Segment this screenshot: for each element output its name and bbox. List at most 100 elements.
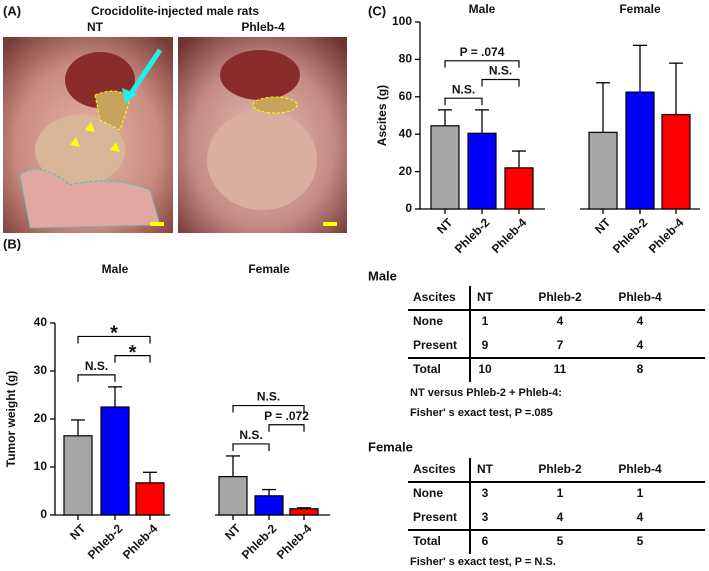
table-cell: None bbox=[413, 486, 443, 500]
panel-title: Crocidolite-injected male rats bbox=[91, 4, 259, 18]
table-note: NT versus Phleb-2 + Phleb-4: bbox=[410, 387, 562, 399]
x-tick-label: Phleb-2 bbox=[452, 215, 493, 256]
significance-label: N.S. bbox=[257, 390, 280, 404]
significance-bracket bbox=[114, 355, 151, 363]
significance-bracket bbox=[481, 78, 520, 87]
table-cell: 5 bbox=[637, 534, 644, 548]
table-cell: 1 bbox=[637, 486, 644, 500]
table-cell: 9 bbox=[482, 338, 489, 352]
y-tick-label: 100 bbox=[392, 14, 412, 28]
bar bbox=[289, 508, 319, 516]
panel-label: (A) bbox=[3, 3, 21, 18]
panel-label: (C) bbox=[368, 3, 386, 18]
table-cell: 4 bbox=[557, 510, 564, 524]
x-tick-label: Phleb-2 bbox=[85, 521, 126, 562]
y-axis-title: Ascites (g) bbox=[375, 85, 389, 146]
significance-bracket bbox=[444, 60, 520, 68]
bar bbox=[63, 435, 93, 516]
significance-label: * bbox=[129, 342, 137, 364]
bar bbox=[135, 482, 165, 516]
x-tick-label: Phleb-2 bbox=[239, 521, 280, 562]
table-header: Phleb-2 bbox=[538, 290, 582, 304]
table-cell: 5 bbox=[557, 534, 564, 548]
y-axis-title: Tumor weight (g) bbox=[4, 371, 18, 467]
bar bbox=[661, 113, 691, 210]
y-tick-label: 80 bbox=[399, 52, 413, 66]
x-tick-label: Phleb-2 bbox=[610, 215, 651, 256]
image-label: Phleb-4 bbox=[241, 20, 285, 34]
tables: Male Ascites NT Phleb-2 Phleb-4 None 1 4 4 Presen… bbox=[368, 268, 705, 568]
photo-phleb4 bbox=[178, 37, 347, 233]
table-cell: Total bbox=[413, 362, 441, 376]
y-tick-label: 30 bbox=[34, 363, 48, 377]
image-label: NT bbox=[87, 20, 104, 34]
x-tick-label: NT bbox=[434, 215, 456, 237]
bar bbox=[218, 476, 248, 516]
group-label: Female bbox=[619, 2, 661, 16]
group-label: Male bbox=[102, 262, 129, 276]
x-tick-label: Phleb-4 bbox=[646, 215, 687, 256]
bar bbox=[588, 131, 618, 210]
significance-bracket bbox=[232, 443, 270, 451]
x-tick-label: Phleb-4 bbox=[274, 521, 315, 562]
table-cell: 4 bbox=[557, 314, 564, 328]
bar bbox=[430, 125, 460, 210]
table-title: Female bbox=[368, 439, 413, 454]
table-title: Male bbox=[368, 268, 397, 283]
table-cell: 3 bbox=[482, 486, 489, 500]
table-cell: 7 bbox=[557, 338, 564, 352]
table-cell: 4 bbox=[637, 510, 644, 524]
panel-label: (B) bbox=[3, 236, 21, 251]
y-tick-label: 0 bbox=[40, 507, 47, 521]
x-tick-label: NT bbox=[67, 521, 89, 543]
table-cell: 1 bbox=[482, 314, 489, 328]
y-tick-label: 60 bbox=[399, 89, 413, 103]
table-cell: Total bbox=[413, 534, 441, 548]
bar bbox=[100, 406, 130, 516]
table-cell: 4 bbox=[637, 314, 644, 328]
table-header: Phleb-4 bbox=[618, 290, 662, 304]
significance-label: N.S. bbox=[489, 64, 512, 78]
y-tick-label: 40 bbox=[399, 126, 413, 140]
significance-bracket bbox=[77, 374, 116, 382]
table-note: Fisher' s exact test, P = N.S. bbox=[410, 556, 556, 568]
y-tick-label: 20 bbox=[34, 411, 48, 425]
significance-label: * bbox=[110, 323, 118, 345]
table-cell: 8 bbox=[637, 362, 644, 376]
y-tick-label: 20 bbox=[399, 164, 413, 178]
significance-label: P = .074 bbox=[460, 45, 505, 59]
photo-nt bbox=[3, 37, 173, 233]
table-header: Ascites bbox=[413, 290, 456, 304]
group-label: Female bbox=[248, 262, 290, 276]
table-note: Fisher' s exact test, P =.085 bbox=[410, 407, 553, 419]
x-tick-label: NT bbox=[222, 521, 244, 543]
group-label: Male bbox=[469, 2, 496, 16]
x-tick-label: Phleb-4 bbox=[489, 215, 530, 256]
table-cell: 10 bbox=[478, 362, 492, 376]
bar bbox=[504, 167, 534, 210]
bar bbox=[254, 495, 284, 516]
significance-label: N.S. bbox=[239, 428, 262, 442]
significance-label: N.S. bbox=[452, 82, 475, 96]
table-header: Ascites bbox=[413, 462, 456, 476]
y-tick-label: 0 bbox=[405, 201, 412, 215]
table-cell: 6 bbox=[482, 534, 489, 548]
y-tick-label: 10 bbox=[34, 459, 48, 473]
table-header: Phleb-4 bbox=[618, 462, 662, 476]
x-tick-label: NT bbox=[592, 215, 614, 237]
table-cell: 11 bbox=[554, 362, 567, 376]
significance-label: N.S. bbox=[85, 359, 108, 373]
significance-bracket bbox=[268, 424, 305, 432]
table-cell: None bbox=[413, 314, 443, 328]
y-tick-label: 40 bbox=[34, 315, 48, 329]
table-header: NT bbox=[477, 462, 494, 476]
significance-bracket bbox=[77, 335, 151, 344]
table-header: NT bbox=[477, 290, 494, 304]
table-header: Phleb-2 bbox=[538, 462, 582, 476]
table-cell: Present bbox=[413, 510, 457, 524]
significance-bracket bbox=[444, 97, 483, 106]
bar bbox=[625, 91, 655, 210]
table-cell: Present bbox=[413, 338, 457, 352]
table-cell: 3 bbox=[482, 510, 489, 524]
